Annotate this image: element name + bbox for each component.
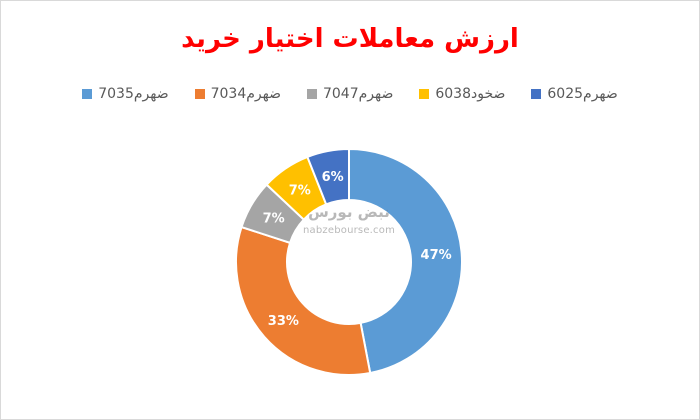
donut-slice <box>348 147 463 375</box>
legend-label: ضهرم7035 <box>98 86 169 102</box>
legend-label: ضهرم7047 <box>322 86 394 102</box>
donut-slice <box>235 225 372 376</box>
data-label: 7% <box>289 184 311 199</box>
watermark-logo: نبض بورس <box>308 203 390 221</box>
chart-legend: ضهرم7035 ضهرم7034 ضهرم7047 ضخود6038 ضهرم6025 <box>0 86 700 102</box>
donut-slice <box>306 147 350 206</box>
legend-label: ضهرم6025 <box>547 86 618 102</box>
data-label: 33% <box>268 314 299 329</box>
data-label: 47% <box>421 248 452 263</box>
legend-swatch <box>306 89 317 99</box>
legend-swatch <box>82 89 93 99</box>
legend-swatch <box>194 89 205 99</box>
data-label: 7% <box>263 211 285 226</box>
watermark: نبض بورس nabzebourse.com <box>284 203 414 236</box>
legend-item: ضهرم7047 <box>306 86 394 102</box>
legend-swatch <box>531 89 542 99</box>
watermark-url: nabzebourse.com <box>302 225 396 236</box>
legend-label: ضهرم7034 <box>210 86 281 102</box>
legend-item: ضهرم7034 <box>194 86 281 102</box>
legend-label: ضخود6038 <box>435 86 506 102</box>
legend-item: ضخود6038 <box>419 86 505 102</box>
legend-swatch <box>419 89 430 99</box>
legend-item: ضهرم7035 <box>82 86 169 102</box>
legend-item: ضهرم6025 <box>531 86 618 102</box>
chart-title: ارزش معاملات اختیار خرید <box>181 24 519 54</box>
data-label: 6% <box>322 170 344 185</box>
